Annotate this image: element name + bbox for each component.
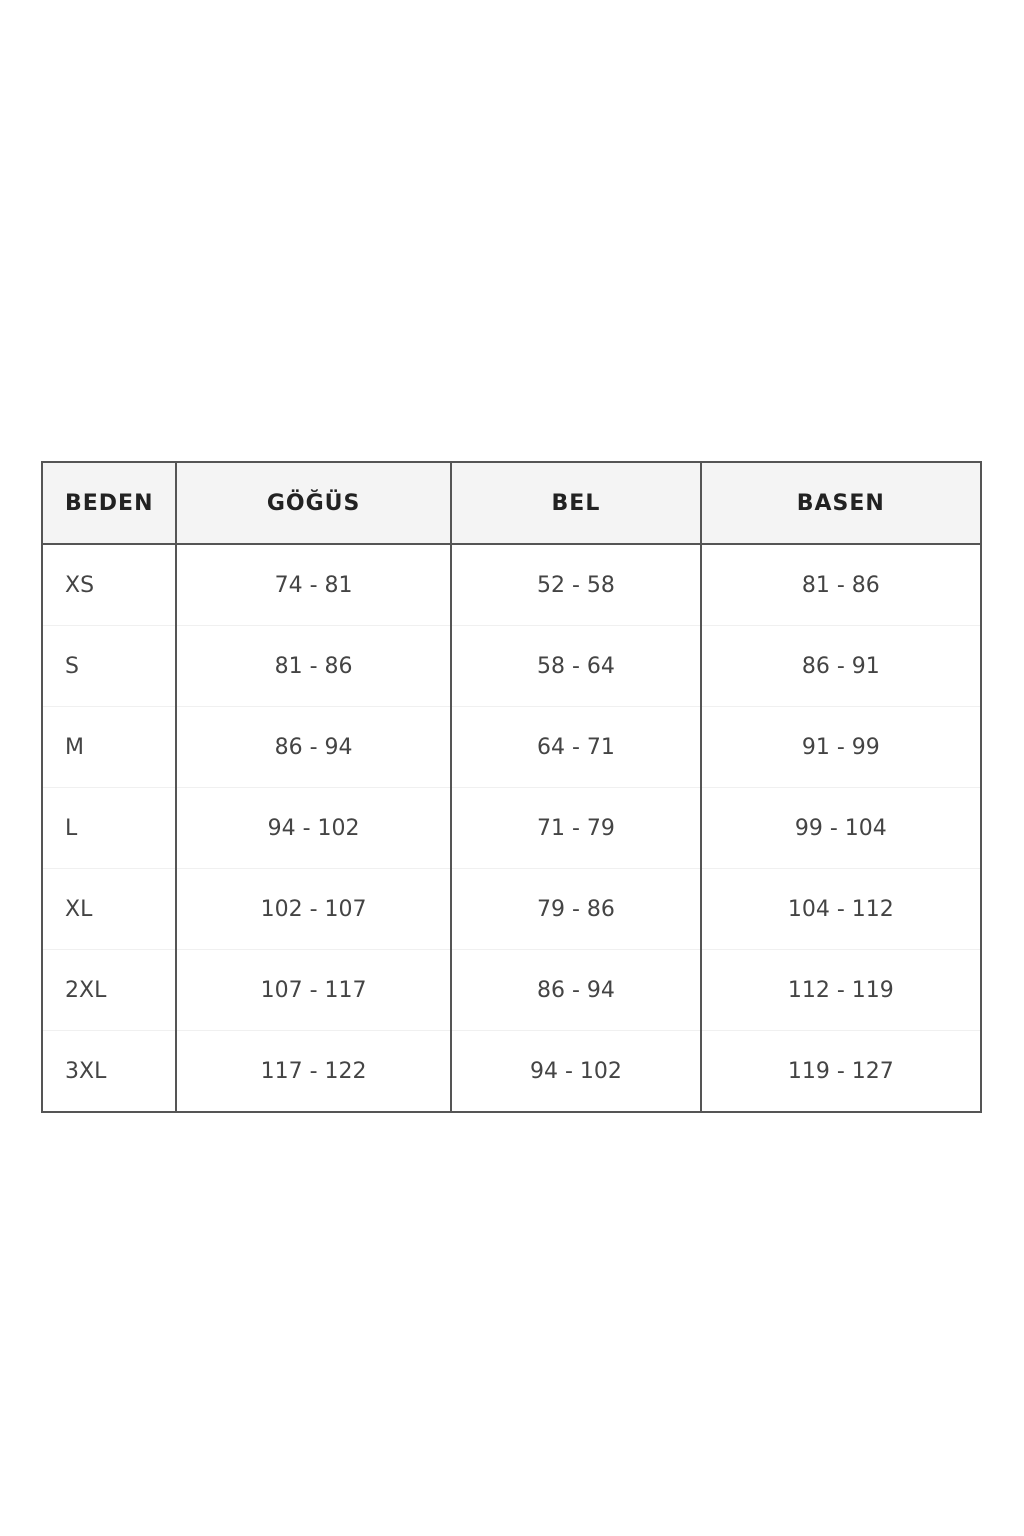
header-cell: BASEN xyxy=(699,461,983,545)
cell: 52 - 58 xyxy=(450,544,702,626)
cell: 3XL xyxy=(41,1030,177,1113)
cell: 58 - 64 xyxy=(450,625,702,707)
row: 2XL 107 - 117 86 - 94 112 - 119 xyxy=(41,949,983,1031)
header-cell: GÖĞÜS xyxy=(174,461,453,545)
cell: 81 - 86 xyxy=(699,544,983,626)
cell: 107 - 117 xyxy=(174,949,453,1031)
cell: XS xyxy=(41,544,177,626)
cell: 81 - 86 xyxy=(174,625,453,707)
size-table: BEDEN GÖĞÜS BEL BASEN XS 74 - 81 52 - 58 81 - … xyxy=(41,461,983,1113)
cell: 119 - 127 xyxy=(699,1030,983,1113)
cell: 74 - 81 xyxy=(174,544,453,626)
cell: 104 - 112 xyxy=(699,868,983,950)
header-cell: BEL xyxy=(450,461,702,545)
header-row: BEDEN GÖĞÜS BEL BASEN xyxy=(41,461,983,545)
cell: 99 - 104 xyxy=(699,787,983,869)
row: S 81 - 86 58 - 64 86 - 91 xyxy=(41,625,983,707)
cell: 117 - 122 xyxy=(174,1030,453,1113)
cell: S xyxy=(41,625,177,707)
cell: 102 - 107 xyxy=(174,868,453,950)
cell: 79 - 86 xyxy=(450,868,702,950)
cell: 91 - 99 xyxy=(699,706,983,788)
cell: L xyxy=(41,787,177,869)
row: 3XL 117 - 122 94 - 102 119 - 127 xyxy=(41,1030,983,1113)
cell: 94 - 102 xyxy=(174,787,453,869)
cell: 112 - 119 xyxy=(699,949,983,1031)
cell: 86 - 94 xyxy=(174,706,453,788)
cell: M xyxy=(41,706,177,788)
cell: 86 - 94 xyxy=(450,949,702,1031)
header-cell: BEDEN xyxy=(41,461,177,545)
cell: 64 - 71 xyxy=(450,706,702,788)
row: M 86 - 94 64 - 71 91 - 99 xyxy=(41,706,983,788)
cell: 2XL xyxy=(41,949,177,1031)
table-body: XS 74 - 81 52 - 58 81 - 86 S 81 - 86 58 - 64 86… xyxy=(41,544,983,1113)
row: XL 102 - 107 79 - 86 104 - 112 xyxy=(41,868,983,950)
row: XS 74 - 81 52 - 58 81 - 86 xyxy=(41,544,983,626)
cell: XL xyxy=(41,868,177,950)
row: L 94 - 102 71 - 79 99 - 104 xyxy=(41,787,983,869)
cell: 86 - 91 xyxy=(699,625,983,707)
cell: 94 - 102 xyxy=(450,1030,702,1113)
cell: 71 - 79 xyxy=(450,787,702,869)
